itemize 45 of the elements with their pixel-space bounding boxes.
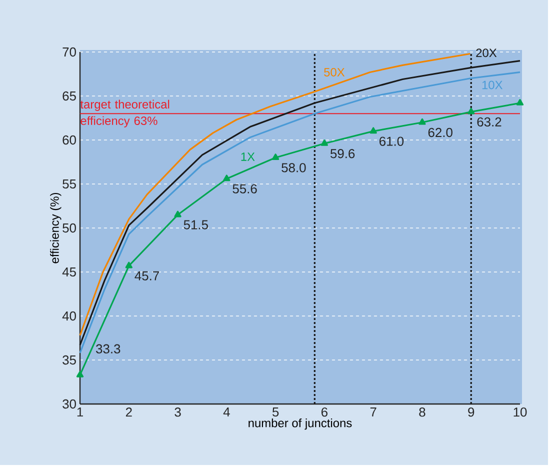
x-tick-label: 1 — [77, 408, 83, 416]
data-label: 33.3 — [96, 344, 120, 354]
y-tick-label: 45 — [62, 267, 76, 277]
y-tick-label: 35 — [62, 355, 76, 365]
x-tick-label: 3 — [174, 408, 181, 417]
data-label: 61.0 — [380, 136, 404, 146]
point — [320, 140, 328, 146]
data-label: 51.5 — [184, 220, 208, 230]
point — [223, 174, 230, 182]
x-tick-label: 10 — [514, 408, 527, 417]
x-tick-label: 8 — [419, 408, 426, 417]
x-tick-label: 9 — [468, 408, 474, 417]
y-axis-title: efficiency (%) — [50, 192, 62, 264]
point — [418, 118, 426, 125]
point — [468, 108, 475, 114]
x-tick-label: 4 — [223, 408, 230, 416]
y-tick-label: 65 — [62, 91, 76, 101]
data-label: 63.2 — [477, 117, 502, 127]
x-tick-label: 5 — [272, 408, 279, 417]
point — [125, 262, 132, 268]
y-tick-label: 50 — [62, 223, 76, 233]
y-tick-label: 30 — [62, 399, 76, 409]
point — [370, 127, 377, 134]
data-label: 62.0 — [428, 128, 452, 138]
x-axis-title: number of junctions — [248, 418, 352, 430]
point — [76, 370, 84, 378]
line-series — [79, 52, 471, 336]
y-tick-label: 55 — [62, 179, 76, 189]
x-tick-label: 7 — [370, 408, 376, 416]
series-label: 10X — [482, 80, 503, 90]
data-label: 58.0 — [282, 163, 306, 172]
series-label: 1X — [241, 152, 255, 161]
data-label: 55.6 — [232, 184, 257, 194]
point — [272, 154, 280, 160]
series-label: 50X — [324, 68, 345, 76]
y-tick-label: 60 — [62, 135, 76, 145]
x-tick-label: 2 — [126, 408, 132, 417]
y-tick-label: 40 — [62, 311, 76, 321]
data-label: 45.7 — [134, 271, 159, 280]
point — [516, 99, 524, 106]
x-tick-label: 6 — [322, 408, 328, 417]
series-label: 20X — [476, 48, 497, 58]
point — [174, 210, 182, 218]
y-tick-label: 70 — [62, 47, 76, 57]
data-label: 59.6 — [330, 149, 355, 158]
